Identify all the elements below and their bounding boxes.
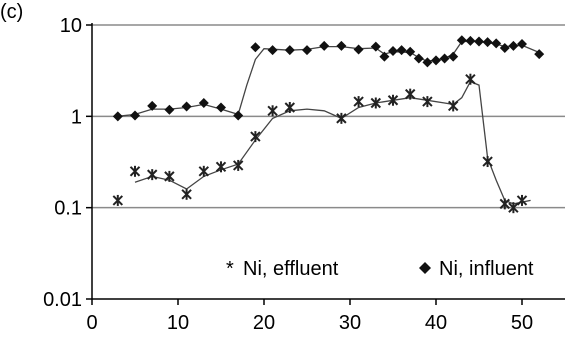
x-tick-label: 10 (167, 312, 189, 334)
data-point-ni-influent (353, 44, 364, 55)
data-point-ni-effluent (181, 188, 192, 200)
data-point-ni-influent (379, 51, 390, 62)
data-point-ni-influent (388, 45, 398, 56)
trend-line-ni-influent (117, 40, 540, 117)
data-point-ni-influent (336, 40, 347, 51)
y-tick-label: 10 (60, 15, 82, 37)
trend-line-ni-effluent (134, 80, 531, 205)
data-point-ni-influent (267, 45, 278, 56)
data-point-ni-influent (499, 42, 510, 53)
data-point-ni-effluent (482, 156, 493, 168)
axes (91, 23, 565, 300)
data-point-ni-influent (474, 36, 484, 47)
data-point-ni-influent (130, 110, 140, 121)
data-point-ni-effluent (370, 97, 382, 109)
data-point-ni-effluent (112, 194, 124, 206)
data-point-ni-influent (413, 53, 424, 64)
y-axis-ticks: 0.01 0.1 1 10 (43, 15, 92, 311)
data-point-ni-influent (233, 110, 244, 121)
trend-lines (117, 40, 540, 205)
data-point-ni-effluent (447, 100, 459, 112)
data-point-ni-influent (164, 104, 175, 115)
data-point-ni-effluent (508, 202, 519, 214)
y-tick-label: 0.01 (43, 289, 82, 311)
data-point-ni-effluent (499, 198, 511, 210)
data-point-ni-influent (112, 111, 123, 122)
x-tick-label: 50 (511, 312, 533, 334)
data-point-ni-influent (491, 38, 502, 49)
legend: * Ni, effluent Ni, influent (226, 258, 534, 280)
data-point-ni-effluent (516, 194, 528, 206)
data-point-ni-effluent (267, 105, 278, 117)
data-point-ni-influent (534, 49, 545, 60)
data-point-ni-influent (482, 37, 493, 48)
x-tick-label: 30 (339, 312, 361, 334)
data-point-ni-influent (431, 55, 441, 66)
data-point-ni-influent (302, 45, 312, 56)
data-point-ni-influent (422, 57, 433, 68)
data-point-ni-effluent (284, 101, 296, 113)
data-point-ni-effluent (250, 131, 261, 143)
data-point-ni-effluent (129, 165, 141, 177)
data-point-ni-effluent (387, 94, 399, 106)
data-point-ni-influent (216, 102, 226, 113)
data-point-ni-effluent (353, 96, 364, 108)
legend-marker-effluent: * (226, 258, 234, 280)
data-point-ni-influent (147, 100, 158, 111)
data-point-ni-effluent (164, 170, 175, 182)
gridlines (92, 24, 565, 209)
x-tick-label: 0 (86, 312, 97, 334)
panel-label: (c) (0, 1, 23, 23)
data-point-ni-influent (517, 38, 527, 49)
y-tick-label: 1 (71, 106, 82, 128)
y-tick-label: 0.1 (54, 198, 82, 220)
data-point-ni-influent (370, 41, 381, 52)
legend-label-influent: Ni, influent (439, 258, 534, 280)
data-point-ni-influent (250, 42, 261, 53)
x-tick-label: 40 (425, 312, 447, 334)
data-point-ni-influent (198, 97, 209, 108)
data-point-ni-effluent (465, 73, 476, 85)
data-point-ni-effluent (215, 161, 227, 173)
data-point-ni-influent (465, 35, 476, 46)
data-point-ni-influent (456, 35, 467, 46)
data-point-ni-influent (439, 53, 450, 64)
data-point-ni-effluent (422, 96, 433, 108)
data-points (112, 35, 545, 214)
data-point-ni-influent (405, 46, 416, 57)
legend-label-effluent: Ni, effluent (243, 258, 339, 280)
data-point-ni-effluent (404, 88, 416, 100)
x-axis-ticks: 0 10 20 30 40 50 (86, 299, 533, 334)
data-point-ni-influent (396, 45, 407, 56)
data-point-ni-influent (448, 51, 459, 62)
data-point-ni-effluent (146, 169, 158, 181)
data-point-ni-influent (181, 101, 192, 112)
data-point-ni-influent (284, 45, 295, 56)
legend-marker-influent (419, 262, 431, 274)
data-point-ni-effluent (232, 159, 244, 171)
data-point-ni-effluent (336, 112, 347, 124)
data-point-ni-effluent (198, 165, 210, 177)
data-point-ni-influent (319, 40, 330, 51)
data-point-ni-influent (508, 40, 519, 51)
x-tick-label: 20 (253, 312, 275, 334)
